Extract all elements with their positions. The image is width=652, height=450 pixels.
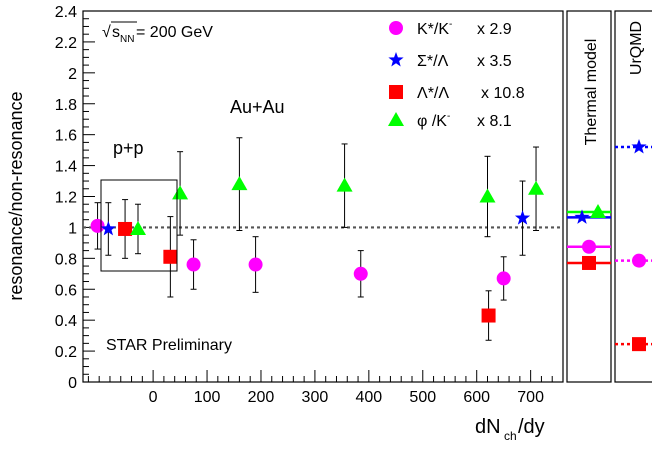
legend-label-sup: - bbox=[449, 19, 452, 30]
data-point-triangle bbox=[336, 177, 353, 192]
thermal-panel-frame bbox=[566, 10, 612, 383]
legend-entry: φ /K-x 8.1 bbox=[388, 111, 512, 130]
data-layer bbox=[90, 137, 545, 341]
urqmd-marker bbox=[632, 253, 646, 268]
axis-layer: 0 0.2 0.4 0.6 0.8 1 1.2 1.4 1.6 1.8 2 2.2 2.4 0 100 200… bbox=[55, 4, 553, 406]
auau-label: Au+Au bbox=[230, 97, 285, 117]
x-tick-label: 200 bbox=[248, 389, 275, 406]
energy-s: s bbox=[112, 24, 120, 41]
thermal-model-marker bbox=[582, 255, 596, 270]
y-tick-label: 1.4 bbox=[55, 159, 77, 176]
data-point-circle bbox=[353, 266, 368, 281]
series-circle bbox=[90, 202, 511, 301]
x-tick-label: 500 bbox=[409, 389, 436, 406]
preliminary-label: STAR Preliminary bbox=[106, 337, 232, 354]
legend-label: Λ*/Λ bbox=[417, 85, 449, 102]
legend-entry: Λ*/Λ x 10.8 bbox=[389, 85, 525, 102]
energy-tail: = 200 GeV bbox=[136, 24, 213, 41]
legend-marker-star bbox=[388, 52, 404, 67]
x-tick-label: 400 bbox=[355, 389, 382, 406]
legend-factor: x 8.1 bbox=[477, 113, 512, 130]
thermal-model-marker bbox=[582, 239, 596, 254]
legend-label: K*/K- bbox=[417, 19, 452, 38]
y-tick-label: 2.2 bbox=[55, 35, 77, 52]
legend-factor: x 10.8 bbox=[481, 85, 525, 102]
data-point-triangle bbox=[231, 176, 248, 191]
urqmd-title: UrQMD bbox=[628, 21, 645, 75]
x-tick-label: 100 bbox=[194, 389, 221, 406]
data-point-triangle bbox=[528, 180, 545, 195]
x-tick-label: 700 bbox=[517, 389, 544, 406]
series-square bbox=[118, 199, 496, 341]
x-axis-title-main: dN bbox=[475, 416, 501, 438]
legend-label: Σ*/Λ bbox=[417, 53, 449, 70]
data-point-triangle bbox=[479, 188, 496, 203]
data-point-circle bbox=[496, 271, 511, 286]
y-tick-label: 1.2 bbox=[55, 190, 77, 207]
legend-marker-triangle bbox=[388, 112, 404, 126]
energy-sqrt: √ bbox=[102, 24, 111, 41]
legend-entry: Σ*/Λ x 3.5 bbox=[388, 52, 512, 70]
legend-entry: K*/K-x 2.9 bbox=[389, 19, 512, 38]
data-point-triangle bbox=[130, 220, 147, 235]
urqmd-marker bbox=[632, 337, 646, 352]
data-point-square bbox=[163, 249, 178, 264]
thermal-model-marker bbox=[574, 209, 590, 224]
data-point-star bbox=[100, 220, 116, 236]
data-point-circle bbox=[186, 257, 201, 272]
x-tick-label: 0 bbox=[149, 389, 158, 406]
urqmd-marker bbox=[631, 139, 647, 154]
x-tick-label: 600 bbox=[463, 389, 490, 406]
energy-annotation: √ s NN = 200 GeV bbox=[102, 21, 213, 45]
y-tick-label: 0.8 bbox=[55, 251, 77, 268]
x-tick-label: 300 bbox=[302, 389, 329, 406]
y-tick-label: 0.2 bbox=[55, 344, 77, 361]
legend: K*/K-x 2.9 Σ*/Λ x 3.5 Λ*/Λ x 10.8 φ /K-x 8.1 bbox=[388, 19, 525, 130]
y-tick-label: 0.6 bbox=[55, 282, 77, 299]
energy-sub: NN bbox=[120, 34, 134, 45]
x-axis-title-tail: /dy bbox=[518, 416, 545, 438]
x-axis-title-sub: ch bbox=[504, 429, 517, 443]
side-panels-layer bbox=[567, 139, 652, 352]
data-point-square bbox=[118, 221, 133, 236]
thermal-model-title: Thermal model bbox=[583, 39, 600, 146]
y-tick-label: 0 bbox=[68, 375, 77, 392]
thermal-model-marker bbox=[590, 203, 606, 218]
legend-label: φ /K- bbox=[417, 111, 450, 130]
legend-factor: x 3.5 bbox=[477, 53, 512, 70]
legend-label-sup: - bbox=[447, 111, 450, 122]
data-point-square bbox=[481, 308, 496, 323]
y-axis-title: resonance/non-resonance bbox=[6, 91, 26, 300]
y-tick-label: 1.8 bbox=[55, 97, 77, 114]
y-tick-label: 1 bbox=[68, 220, 77, 237]
data-point-circle bbox=[90, 218, 105, 233]
urqmd-panel-frame bbox=[614, 10, 652, 383]
legend-factor: x 2.9 bbox=[477, 21, 512, 38]
data-point-star bbox=[514, 210, 531, 225]
pp-box bbox=[100, 179, 178, 272]
legend-marker-circle bbox=[389, 21, 403, 35]
y-tick-label: 0.4 bbox=[55, 313, 77, 330]
y-tick-label: 2 bbox=[68, 66, 77, 83]
series-star bbox=[100, 180, 531, 256]
data-point-circle bbox=[248, 257, 263, 272]
legend-marker-square bbox=[389, 85, 403, 99]
pp-label: p+p bbox=[113, 138, 144, 158]
series-triangle bbox=[130, 137, 545, 255]
data-point-triangle bbox=[172, 185, 189, 200]
y-tick-label: 1.6 bbox=[55, 128, 77, 145]
x-axis-title: dN ch /dy bbox=[475, 416, 545, 443]
y-tick-label: 2.4 bbox=[55, 4, 77, 21]
